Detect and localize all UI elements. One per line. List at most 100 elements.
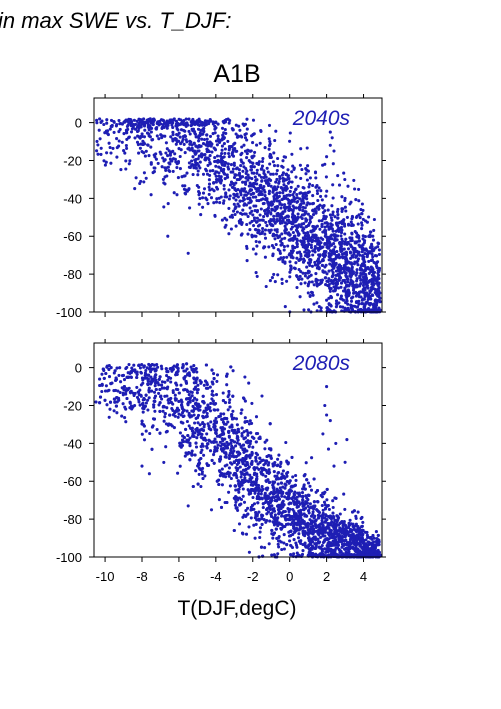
data-point [308, 502, 312, 506]
data-point [270, 200, 274, 204]
data-point [320, 263, 325, 267]
data-point [231, 167, 235, 171]
data-point [323, 209, 327, 213]
data-point [327, 303, 331, 307]
data-point [361, 234, 365, 238]
data-point [303, 274, 307, 278]
data-point [120, 140, 124, 144]
data-point [129, 130, 134, 134]
data-point [356, 222, 360, 226]
data-point [275, 230, 279, 234]
data-point [261, 506, 265, 510]
data-point [255, 168, 259, 172]
data-point [287, 180, 292, 184]
data-point [315, 191, 320, 196]
data-point [328, 289, 332, 293]
data-point [164, 141, 168, 145]
data-point [132, 363, 136, 367]
data-point [248, 228, 252, 232]
data-point [243, 149, 248, 153]
data-point [297, 553, 301, 557]
data-point [281, 191, 285, 195]
data-point [369, 230, 373, 234]
scatter-panel-2080s: 0-20-40-60-80-100 -10 -8 -6 -4 -2 0 2 4 2080s [56, 339, 386, 584]
data-point [370, 266, 374, 270]
data-point [215, 185, 219, 189]
data-point [188, 396, 192, 400]
data-point [243, 193, 247, 197]
data-point [241, 199, 245, 203]
scatter-panel-2040s: 0-20-40-60-80-100 2040s [56, 94, 386, 320]
data-point [246, 232, 250, 236]
data-point [305, 146, 309, 150]
data-point [255, 244, 259, 248]
data-point [115, 146, 119, 150]
data-point [153, 375, 157, 380]
data-point [325, 298, 329, 302]
data-point [350, 265, 354, 269]
data-point [226, 420, 230, 424]
data-point [273, 197, 277, 201]
data-point [321, 508, 325, 512]
data-point [155, 427, 159, 432]
data-point [142, 124, 147, 128]
data-point [334, 229, 338, 233]
data-point [290, 180, 294, 184]
data-point [214, 159, 218, 163]
data-point [337, 278, 341, 282]
data-point [239, 411, 243, 415]
data-point [226, 408, 230, 412]
data-point [365, 252, 369, 256]
data-point [161, 118, 165, 122]
data-point [313, 247, 317, 251]
data-point [252, 191, 256, 196]
data-point [218, 179, 222, 183]
data-point [102, 159, 106, 163]
data-point [171, 169, 175, 173]
data-point [184, 138, 188, 142]
point-layer [95, 117, 382, 314]
data-point [267, 245, 271, 249]
data-point [252, 224, 256, 228]
data-point [291, 204, 295, 208]
data-point [233, 141, 237, 145]
data-point [114, 388, 118, 392]
data-point [314, 272, 318, 276]
data-point [260, 488, 264, 492]
data-point [246, 178, 250, 182]
data-point [165, 147, 169, 151]
data-point [198, 196, 202, 201]
data-point [197, 154, 201, 158]
data-point [343, 224, 347, 228]
data-point [324, 194, 328, 198]
data-point [124, 159, 128, 163]
data-point [200, 152, 204, 156]
data-point [234, 181, 238, 185]
data-point [362, 261, 366, 265]
data-point [344, 209, 348, 213]
data-point [199, 213, 203, 217]
data-point [350, 307, 355, 311]
data-point [339, 294, 343, 298]
data-point [359, 278, 363, 282]
data-point [205, 143, 209, 147]
data-point [219, 195, 223, 199]
data-point [252, 154, 256, 158]
data-point [263, 146, 267, 150]
data-point [331, 271, 335, 275]
data-point [352, 252, 356, 256]
data-point [315, 301, 319, 305]
data-point [360, 533, 365, 537]
data-point [273, 513, 277, 517]
data-point [367, 234, 371, 238]
data-point [187, 393, 191, 397]
scenario-title: A1B [213, 60, 260, 88]
data-point [301, 194, 305, 198]
data-point [267, 177, 271, 181]
data-point [277, 545, 281, 549]
data-point [214, 393, 219, 397]
data-point [193, 152, 197, 156]
data-point [294, 188, 298, 192]
data-point [166, 123, 170, 127]
